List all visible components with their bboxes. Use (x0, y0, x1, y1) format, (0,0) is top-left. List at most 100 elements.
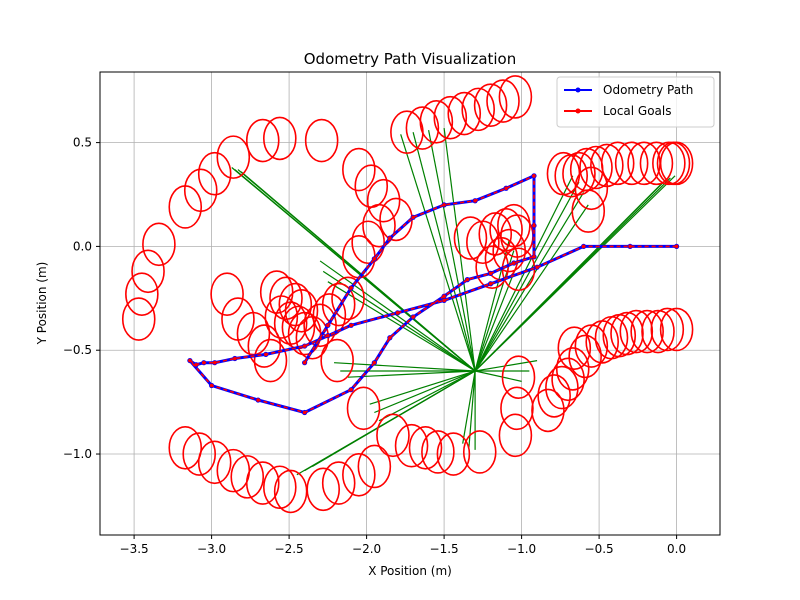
goal-circle (183, 168, 218, 213)
local-goal-point (302, 344, 307, 348)
goal-connection-line (312, 370, 476, 468)
local-goal-point (532, 223, 536, 228)
local-goal-point (504, 186, 508, 191)
x-axis-label: X Position (m) (368, 564, 452, 578)
local-goal-point (473, 198, 477, 203)
goal-circle (650, 307, 685, 352)
goal-circle (351, 220, 385, 265)
goal-connection-line (334, 362, 476, 372)
local-goal-point (256, 398, 260, 402)
goal-circle (210, 272, 244, 316)
legend-box (556, 76, 715, 128)
goal-circle (284, 288, 319, 333)
goal-circle (216, 135, 251, 179)
goal-circle (555, 347, 590, 391)
goal-circle (500, 386, 534, 431)
y-axis-label: Y Position (m) (35, 262, 49, 346)
axes-frame (99, 71, 721, 536)
goal-circle (405, 106, 440, 150)
x-tick-label: −2.5 (275, 542, 304, 556)
local-goal-point (388, 236, 392, 240)
goal-connection-line (474, 204, 589, 372)
local-goal-point (372, 257, 377, 261)
goal-connection-line (319, 260, 476, 372)
legend-item-odometry: Odometry Path (564, 83, 693, 97)
goal-circle (131, 249, 165, 294)
local-goal-point (581, 244, 586, 249)
goal-connection-line (474, 260, 520, 372)
local-goal-point (349, 323, 353, 328)
goal-circle (247, 324, 282, 368)
goal-circle (331, 276, 365, 321)
goal-connection-line (240, 171, 476, 372)
goal-circle (320, 338, 354, 383)
goal-circle (287, 311, 322, 356)
goal-circle (342, 147, 376, 192)
goal-circle (253, 338, 288, 383)
goal-circle (531, 388, 565, 433)
goal-connection-line (474, 370, 522, 382)
legend-item-goals: Local Goals (564, 104, 672, 118)
local-goal-point (395, 311, 400, 315)
goal-connection-line (474, 192, 585, 372)
goal-circle (321, 461, 356, 505)
chart-title: Odometry Path Visualization (304, 50, 517, 68)
goal-circle (421, 430, 455, 474)
x-tick-label: 0.0 (667, 542, 686, 556)
goal-circle (614, 141, 649, 186)
local-goal-point (488, 271, 493, 276)
goal-circle (551, 357, 585, 402)
goal-circle (142, 222, 176, 267)
goal-circle (639, 141, 674, 186)
goal-connection-line (400, 134, 476, 372)
local-goal-point (628, 244, 632, 249)
goal-circle (610, 311, 644, 356)
x-axis-ticks: −3.5 −3.0 −2.5 −2.0 −1.5 −1.0 −0.5 0.0 (120, 535, 686, 556)
goal-circle (545, 365, 579, 410)
local-goal-point (388, 335, 392, 340)
goal-connection-line (347, 370, 476, 378)
goal-circle (357, 444, 392, 489)
local-goal-point (411, 315, 415, 319)
goal-circle (419, 100, 454, 144)
goal-circle (641, 309, 675, 354)
goal-circle (346, 386, 381, 431)
goal-circle (574, 166, 609, 211)
goal-circle (619, 309, 654, 354)
goal-circle (462, 430, 497, 474)
local-goal-point (512, 261, 516, 265)
goal-circle (537, 374, 571, 418)
goal-circle (376, 413, 410, 458)
local-goal-point (349, 387, 353, 392)
goal-connection-line (369, 370, 476, 405)
goal-circle (433, 95, 468, 140)
goal-circle (342, 452, 376, 497)
x-tick-label: −1.5 (430, 542, 459, 556)
goal-connection-line (462, 370, 476, 444)
local-goal-point (188, 358, 192, 363)
goal-circle (461, 87, 496, 132)
goal-circle (574, 324, 609, 368)
goal-circle (125, 272, 159, 316)
local-goal-point (302, 410, 307, 415)
local-goal-point (264, 352, 268, 357)
x-tick-label: −3.5 (120, 542, 149, 556)
legend: Odometry Path Local Goals (556, 76, 715, 128)
goal-connection-line (443, 127, 476, 372)
local-goal-point (532, 254, 536, 259)
plot-area (100, 72, 720, 535)
local-goal-point (535, 265, 539, 269)
y-tick-label: 0.0 (73, 239, 92, 253)
local-goal-point (488, 281, 493, 286)
data-series (187, 173, 680, 416)
goal-connection-line (475, 360, 538, 372)
local-goal-point (212, 360, 217, 365)
local-goal-point (442, 294, 446, 299)
goal-circle (245, 118, 280, 163)
goal-connection-line (378, 370, 476, 422)
local-goal-point (209, 383, 214, 388)
goal-connection-line (374, 370, 476, 414)
goal-circle (501, 355, 536, 400)
goal-circle (197, 151, 232, 196)
